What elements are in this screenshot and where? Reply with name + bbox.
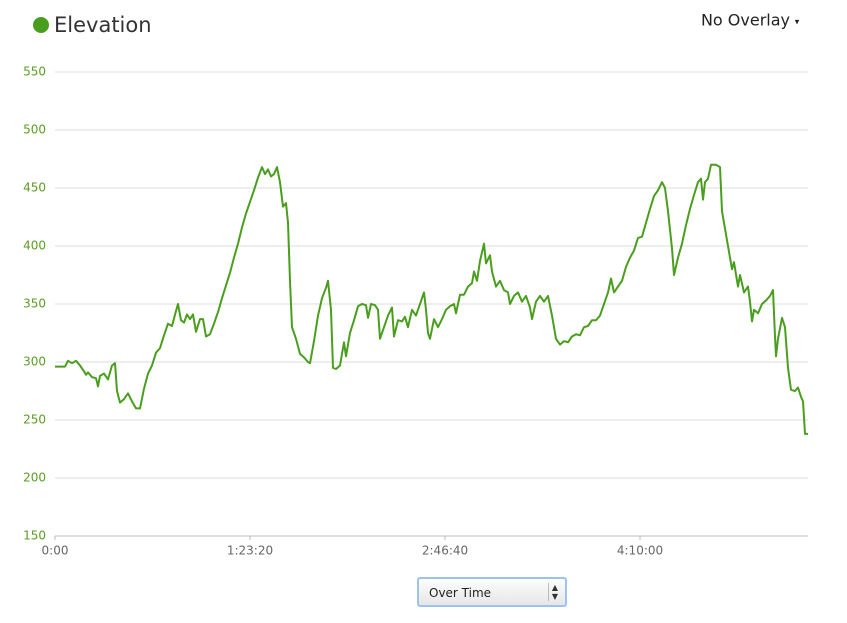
y-tick-label: 450 (23, 181, 46, 195)
x-tick-label: 0:00 (42, 544, 69, 558)
x-tick-label: 1:23:20 (227, 544, 273, 558)
menu-arrow: ▾ (795, 18, 800, 28)
legend-dot (33, 17, 49, 33)
x-tick-label: 4:10:00 (617, 544, 663, 558)
y-tick-label: 500 (23, 123, 46, 137)
y-tick-label: 150 (23, 529, 46, 543)
overlay-menu[interactable]: No Overlay (701, 11, 790, 30)
y-tick-label: 250 (23, 413, 46, 427)
y-tick-label: 350 (23, 297, 46, 311)
y-tick-label: 400 (23, 239, 46, 253)
chart-title: Elevation (54, 13, 152, 37)
y-tick-label: 550 (23, 65, 46, 79)
elevation-line (55, 163, 808, 435)
x-tick-label: 2:46:40 (422, 544, 468, 558)
y-tick-label: 200 (23, 471, 46, 485)
y-tick-label: 300 (23, 355, 46, 369)
view-select-label: Over Time (429, 586, 492, 600)
view-select[interactable]: Over Time ▲ ▼ (417, 577, 567, 607)
select-arrows: ▲ ▼ (548, 583, 561, 601)
